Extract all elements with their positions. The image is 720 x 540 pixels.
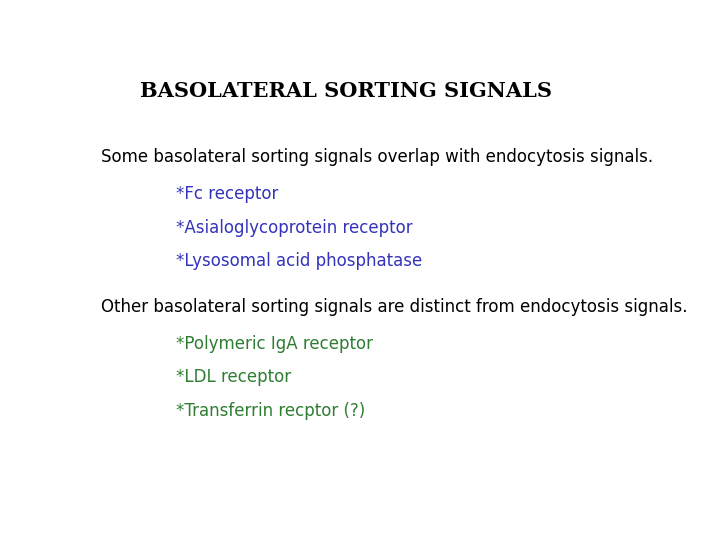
- Text: BASOLATERAL SORTING SIGNALS: BASOLATERAL SORTING SIGNALS: [140, 82, 552, 102]
- Text: *Fc receptor: *Fc receptor: [176, 185, 279, 204]
- Text: *LDL receptor: *LDL receptor: [176, 368, 292, 386]
- Text: Some basolateral sorting signals overlap with endocytosis signals.: Some basolateral sorting signals overlap…: [101, 148, 653, 166]
- Text: *Lysosomal acid phosphatase: *Lysosomal acid phosphatase: [176, 252, 423, 270]
- Text: *Transferrin recptor (?): *Transferrin recptor (?): [176, 402, 366, 420]
- Text: *Asialoglycoprotein receptor: *Asialoglycoprotein receptor: [176, 219, 413, 237]
- Text: Other basolateral sorting signals are distinct from endocytosis signals.: Other basolateral sorting signals are di…: [101, 298, 688, 316]
- Text: *Polymeric IgA receptor: *Polymeric IgA receptor: [176, 335, 374, 353]
